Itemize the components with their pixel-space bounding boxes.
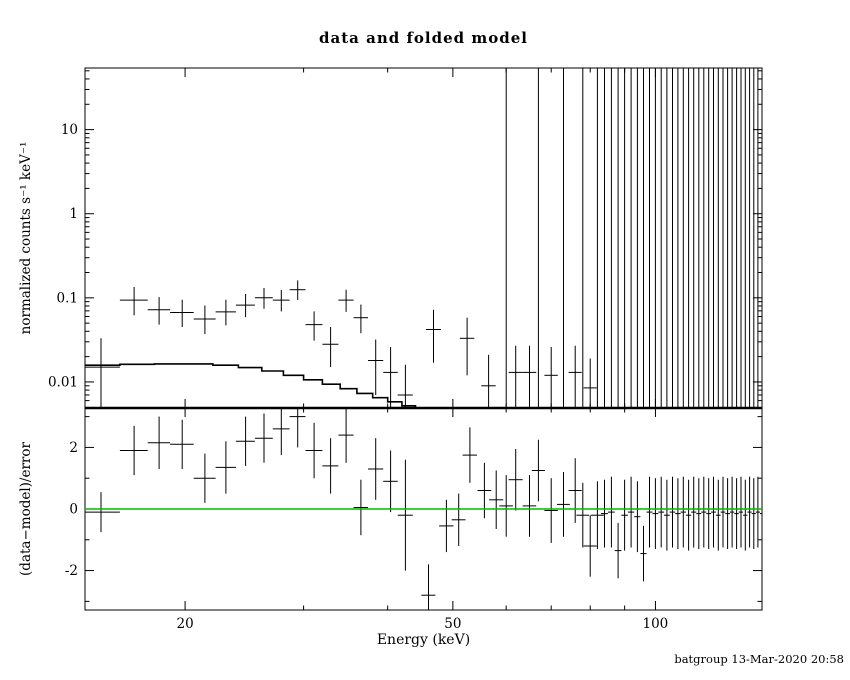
x-axis-label: Energy (keV) bbox=[376, 632, 471, 648]
plot-title: data and folded model bbox=[319, 29, 528, 47]
spectrum-data bbox=[85, 68, 762, 408]
y-tick-label-residuals: 2 bbox=[69, 440, 78, 456]
model-line bbox=[85, 363, 417, 408]
y-tick-label-spectrum: 0.01 bbox=[48, 374, 78, 390]
tick-labels: 20 50 100 0.01 0.1 1 10 -2 0 2 bbox=[48, 122, 668, 632]
y-tick-label-spectrum: 1 bbox=[69, 206, 78, 222]
y-tick-label-spectrum: 0.1 bbox=[57, 290, 78, 306]
y-tick-label-residuals: 0 bbox=[69, 502, 78, 518]
axes-frame bbox=[84, 67, 763, 611]
timestamp: batgroup 13-Mar-2020 20:58 bbox=[674, 652, 844, 666]
x-tick-label: 20 bbox=[177, 616, 194, 632]
x-tick-label: 50 bbox=[444, 616, 461, 632]
x-tick-label: 100 bbox=[643, 616, 669, 632]
y-tick-label-spectrum: 10 bbox=[61, 122, 78, 138]
y-tick-label-residuals: -2 bbox=[65, 563, 78, 579]
residual-data bbox=[85, 408, 762, 610]
